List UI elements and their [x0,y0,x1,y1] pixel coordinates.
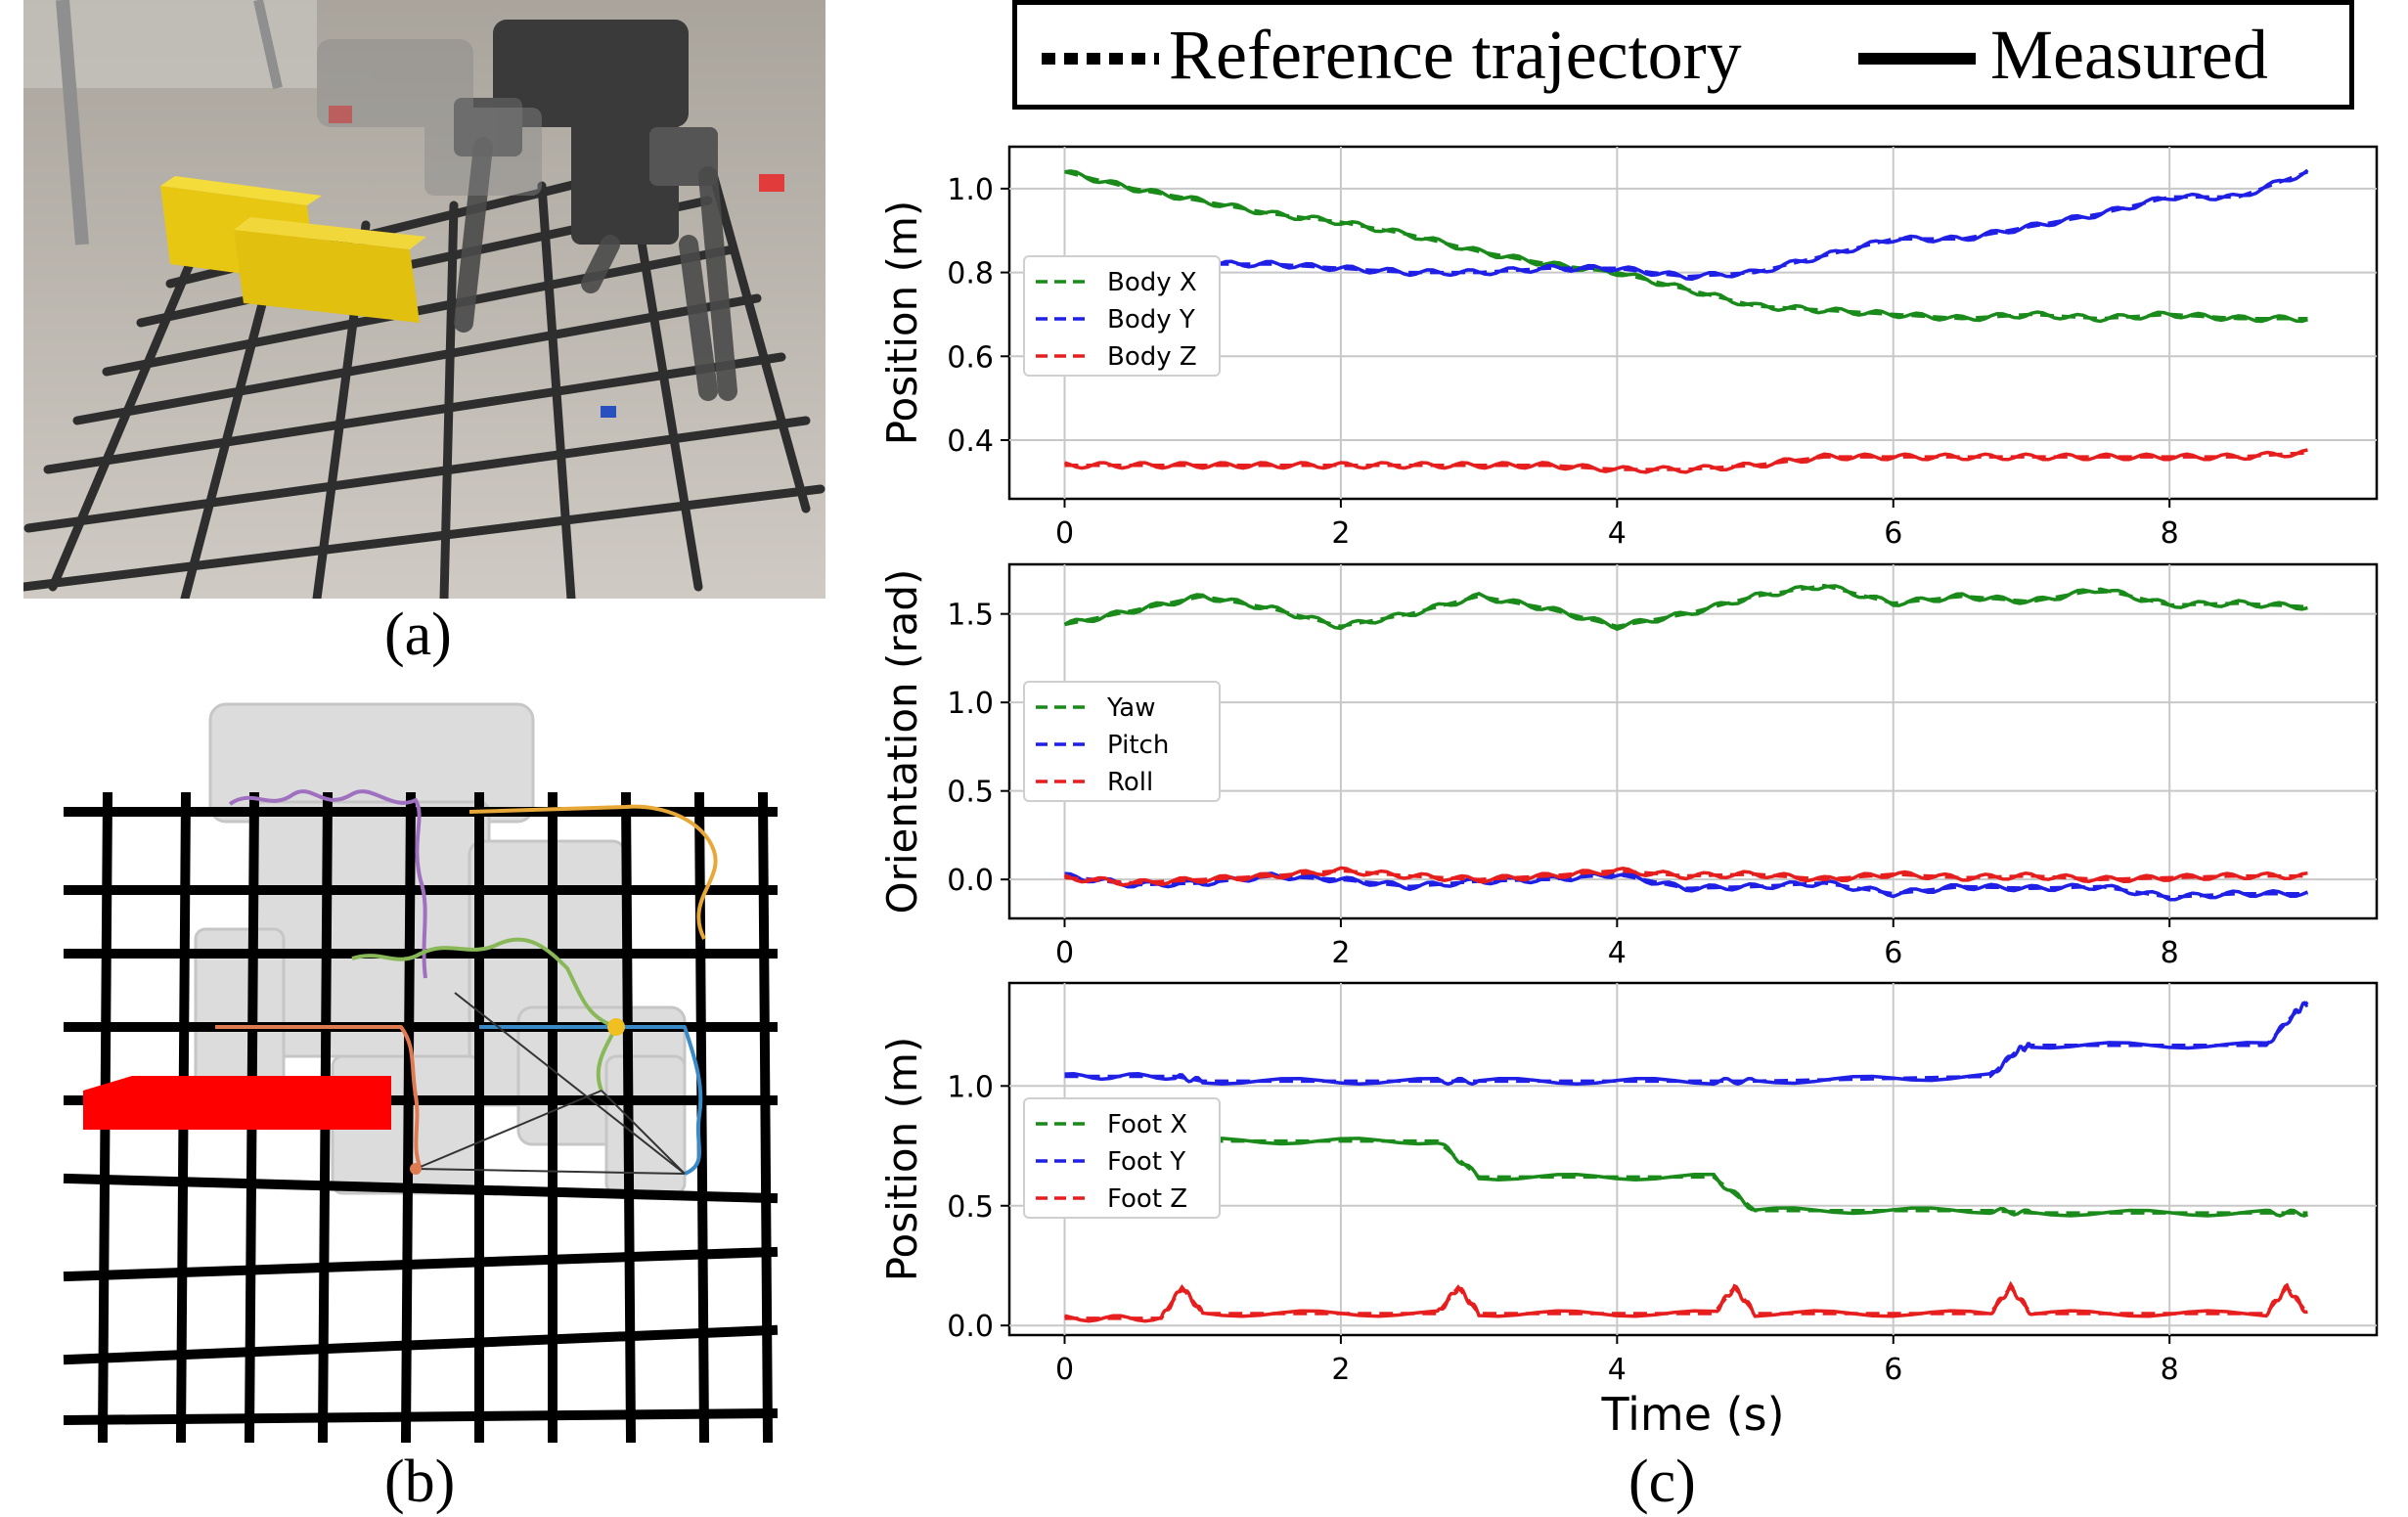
y-tick-label: 0.0 [947,864,994,898]
chart-3: 0 2 4 6 8 0.0 0.5 1.0 Position (m) Time (s) Foot X… [878,981,2379,1441]
y-tick-label: 0.5 [947,1190,994,1225]
legend-entry: Body Y [1107,305,1195,335]
x-tick-label: 6 [1884,516,1902,551]
x-tick-label: 2 [1331,1353,1350,1387]
x-tick-label: 4 [1608,936,1627,970]
y-axis-label: Orientation (rad) [878,569,926,915]
series-line-reference-foot-y [1064,1001,2309,1084]
robot-photo-drawing [23,0,825,599]
legend-entry: Foot X [1107,1110,1187,1139]
rviz-scene-drawing [63,702,779,1444]
x-tick-label: 2 [1331,936,1350,970]
caption-c: (c) [1628,1449,1696,1515]
chart-legend: Foot X Foot Y Foot Z [1023,1097,1221,1219]
x-tick-label: 0 [1055,1353,1074,1387]
chart-2: 0 2 4 6 8 0.0 0.5 1.0 1.5 Orientation (rad) Yaw Pit… [878,562,2379,970]
caption-a: (a) [384,602,452,668]
series-line-reference-body-x [1064,169,2308,321]
legend-entry: Body X [1107,268,1197,297]
y-tick-label: 0.0 [947,1310,994,1344]
chart-legend: Yaw Pitch Roll [1023,681,1221,802]
x-tick-label: 6 [1884,1353,1902,1387]
reference-trajectory-label: Reference trajectory [1169,16,1742,94]
y-tick-label: 0.4 [947,424,994,459]
plot-area [1007,562,2379,920]
y-tick-label: 1.0 [947,173,994,207]
x-tick-label: 2 [1331,516,1350,551]
legend-entry: Yaw [1106,693,1156,723]
y-tick-label: 1.0 [947,1070,994,1104]
y-tick-label: 0.8 [947,257,994,291]
x-tick-label: 0 [1055,936,1074,970]
x-tick-label: 8 [2161,516,2179,551]
legend-entry: Pitch [1107,731,1169,760]
legend-box [1023,1097,1221,1219]
yellow-case-right [234,217,426,323]
y-tick-label: 0.6 [947,340,994,375]
chart-legend: Body X Body Y Body Z [1023,255,1221,377]
series-line-reference-foot-z [1064,1283,2309,1320]
legend-entry: Foot Y [1107,1147,1185,1177]
y-tick-label: 1.5 [947,599,994,633]
measured-label: Measured [1990,16,2268,94]
y-tick-label: 0.5 [947,776,994,810]
y-tick-label: 1.0 [947,687,994,721]
caption-b: (b) [384,1449,456,1515]
rviz-scene [59,685,802,1448]
x-tick-label: 8 [2161,1353,2179,1387]
series-line-reference-foot-x [1064,1108,2308,1215]
x-tick-label: 6 [1884,936,1902,970]
x-tick-label: 0 [1055,516,1074,551]
dotted-line-sample [1042,53,1159,65]
legend-box [1023,255,1221,377]
solid-line-sample [1858,53,1976,65]
top-legend: Reference trajectory Measured [1012,0,2354,110]
y-axis-label: Position (m) [878,201,926,446]
x-tick-label: 4 [1608,1353,1627,1387]
y-axis-label: Position (m) [878,1037,926,1282]
legend-entry: Foot Z [1107,1184,1187,1214]
robot-photo [23,0,825,599]
legend-box [1023,681,1221,802]
series-line-reference-body-y [1064,170,2309,279]
legend-entry: Body Z [1107,342,1197,372]
plot-area [1007,981,2379,1337]
series-line-reference-yaw [1064,583,2308,629]
series-line-reference-pitch [1064,872,2308,900]
series-line-reference-roll [1064,869,2308,885]
x-tick-label: 8 [2161,936,2179,970]
x-axis-label: Time (s) [1600,1388,1784,1441]
red-obstacle [83,1076,391,1130]
series-line-reference-body-z [1064,451,2308,471]
legend-entry: Roll [1107,768,1153,797]
x-tick-label: 4 [1608,516,1627,551]
